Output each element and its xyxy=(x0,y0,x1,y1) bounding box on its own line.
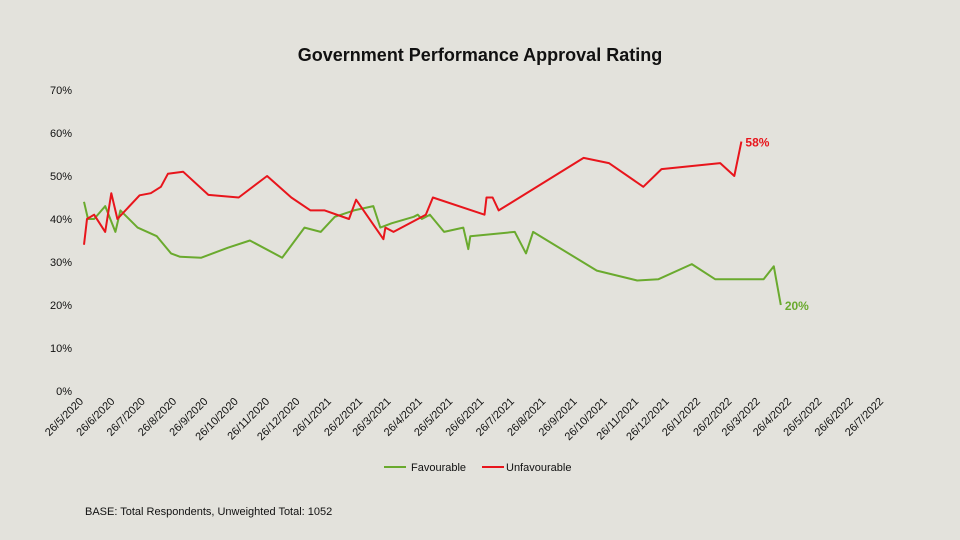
y-axis: 0% 10% 20% 30% 40% 50% 60% 70% xyxy=(50,85,72,398)
base-footnote: BASE: Total Respondents, Unweighted Tota… xyxy=(85,506,333,518)
end-labels: 20% 58% xyxy=(745,136,809,313)
end-label-favourable: 20% xyxy=(785,299,809,313)
y-tick-label: 70% xyxy=(50,85,72,97)
end-label-unfavourable: 58% xyxy=(745,136,769,150)
series-line-favourable xyxy=(83,201,782,306)
chart-title: Government Performance Approval Rating xyxy=(298,45,662,65)
y-tick-label: 60% xyxy=(50,128,72,140)
y-tick-label: 50% xyxy=(50,171,72,183)
y-tick-label: 20% xyxy=(50,300,72,312)
series-layer xyxy=(83,141,782,306)
series-line-unfavourable xyxy=(83,141,743,245)
y-tick-label: 0% xyxy=(56,386,72,398)
y-tick-label: 40% xyxy=(50,214,72,226)
legend: Favourable Unfavourable xyxy=(384,462,571,474)
x-axis: 26/5/202026/6/202026/7/202026/8/202026/9… xyxy=(43,396,886,443)
legend-label-unfavourable: Unfavourable xyxy=(506,462,571,474)
y-tick-label: 10% xyxy=(50,343,72,355)
y-tick-label: 30% xyxy=(50,257,72,269)
legend-label-favourable: Favourable xyxy=(411,462,466,474)
